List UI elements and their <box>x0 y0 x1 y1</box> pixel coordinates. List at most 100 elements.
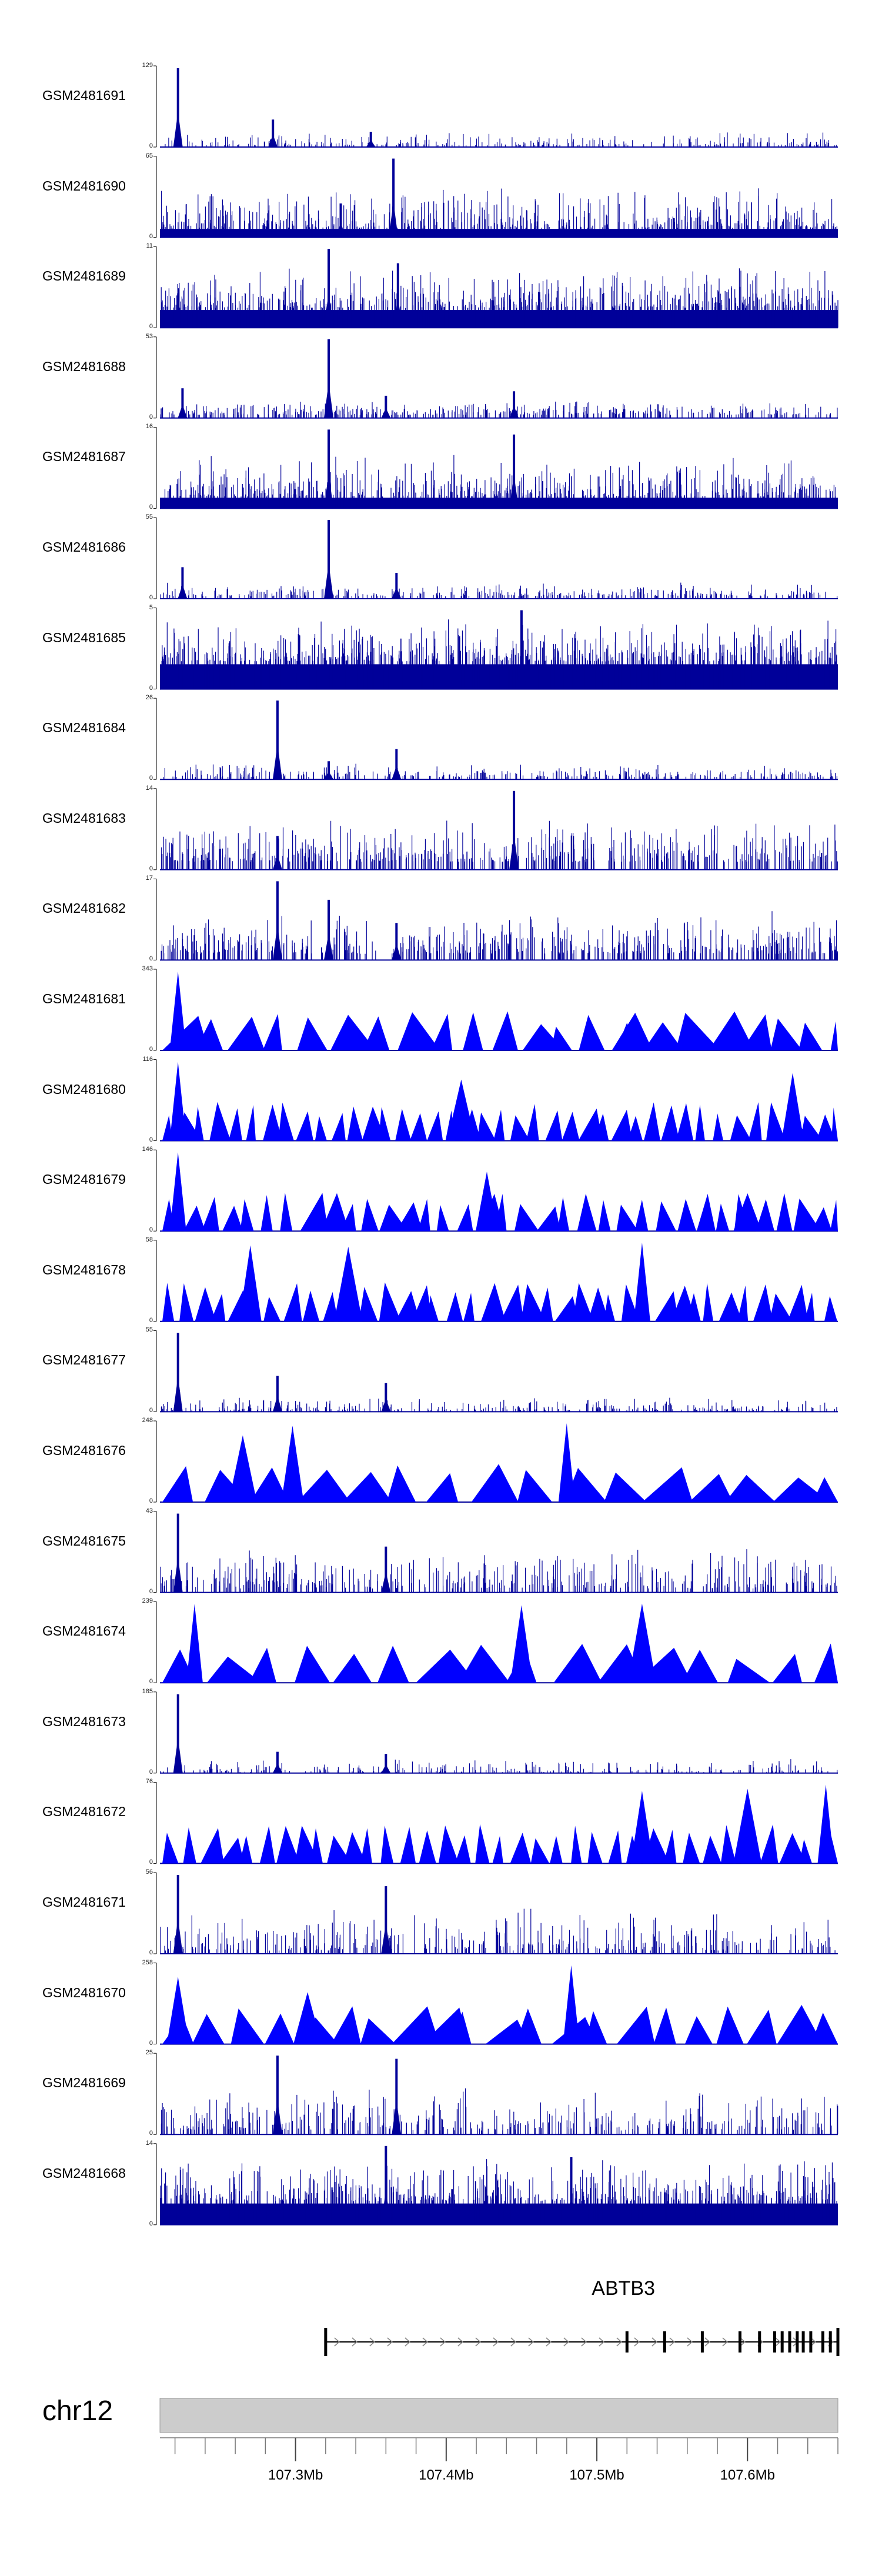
gene-name-label: ABTB3 <box>592 2277 655 2300</box>
signal-peak <box>328 249 330 328</box>
strand-arrow-icon <box>510 2337 516 2347</box>
signal-bars <box>160 1908 836 1954</box>
signal-peak <box>385 2145 387 2225</box>
track-name-label: GSM2481672 <box>42 1804 126 1820</box>
signal-peak <box>166 1977 189 2044</box>
track-GSM2481676 <box>153 1420 838 1503</box>
signal-area <box>162 1102 838 1141</box>
signal-peak-shoulder <box>389 202 399 238</box>
signal-peak <box>395 573 398 599</box>
strand-arrow-icon <box>599 2337 604 2347</box>
signal-bars <box>161 188 837 238</box>
signal-peak <box>513 790 516 870</box>
strand-arrow-icon <box>775 2337 781 2347</box>
signal-peak <box>385 1886 387 1954</box>
signal-bars <box>160 1759 838 1773</box>
track-GSM2481671 <box>153 1872 838 1954</box>
signal-peak <box>369 132 372 147</box>
track-GSM2481686 <box>153 517 838 599</box>
signal-peak <box>447 1079 476 1141</box>
signal-peak <box>513 434 516 509</box>
signal-peak <box>476 1172 498 1232</box>
signal-peak-shoulder <box>392 943 402 960</box>
signal-peak-shoulder <box>336 222 346 238</box>
track-GSM2481677 <box>153 1330 838 1413</box>
track-GSM2481672 <box>153 1781 838 1864</box>
track-GSM2481683 <box>153 788 838 870</box>
signal-peak <box>339 203 342 238</box>
track-ymin-label: 0 <box>149 1949 153 1956</box>
signal-peak <box>176 68 179 147</box>
gene-exon <box>773 2331 776 2353</box>
gene-exon <box>700 2331 704 2353</box>
strand-arrow-icon <box>581 2337 587 2347</box>
signal-peak <box>276 1376 279 1412</box>
signal-bars <box>161 2088 838 2135</box>
track-name-label: GSM2481676 <box>42 1443 126 1458</box>
signal-bars <box>161 911 838 960</box>
track-GSM2481682 <box>153 878 838 961</box>
strand-arrow-icon <box>352 2337 358 2347</box>
track-name-label: GSM2481680 <box>42 1081 126 1097</box>
signal-peak-shoulder <box>566 2194 576 2225</box>
signal-peak-shoulder <box>272 2098 282 2135</box>
track-ymin-label: 0 <box>149 1407 153 1414</box>
signal-peak <box>181 567 184 599</box>
track-ymax-label: 185 <box>142 1687 153 1695</box>
signal-bars <box>160 401 838 418</box>
chromosome-band <box>159 2398 838 2433</box>
signal-bars <box>165 132 837 147</box>
track-ymin-label: 0 <box>149 955 153 963</box>
track-name-label: GSM2481670 <box>42 1984 126 2000</box>
track-ymin-label: 0 <box>149 142 153 149</box>
signal-peak <box>176 1875 179 1954</box>
track-name-label: GSM2481687 <box>42 449 126 465</box>
signal-peak <box>328 899 330 960</box>
gene-exon <box>625 2331 629 2353</box>
track-ymin-label: 0 <box>149 2130 153 2137</box>
signal-peak-shoulder <box>509 475 519 509</box>
signal-peak-shoulder <box>324 771 333 780</box>
signal-peak <box>563 1965 580 2044</box>
track-GSM2481675 <box>153 1511 838 1593</box>
track-ymax-label: 343 <box>142 965 153 972</box>
track-name-label: GSM2481690 <box>42 178 126 193</box>
signal-peak <box>169 1062 186 1141</box>
signal-peak <box>169 1152 186 1232</box>
signal-peak <box>817 1784 834 1864</box>
track-ymin-label: 0 <box>149 2039 153 2047</box>
signal-peak <box>513 391 516 418</box>
strand-arrow-icon <box>334 2337 340 2347</box>
track-ymax-label: 65 <box>145 152 153 159</box>
signal-peak <box>276 700 279 780</box>
track-ymax-label: 56 <box>145 1868 153 1876</box>
track-ymax-label: 239 <box>142 1597 153 1605</box>
signal-peak <box>176 1333 179 1412</box>
track-ymax-label: 5 <box>149 603 153 611</box>
signal-peak <box>385 1383 387 1412</box>
signal-peak <box>228 1435 257 1502</box>
signal-bars <box>161 1397 837 1412</box>
track-name-label: GSM2481678 <box>42 1262 126 1277</box>
signal-peak-shoulder <box>173 111 183 147</box>
signal-peak-shoulder <box>272 855 282 870</box>
track-name-label: GSM2481689 <box>42 268 126 284</box>
signal-peak <box>385 1754 387 1773</box>
strand-arrow-icon <box>810 2337 816 2347</box>
signal-bars <box>161 820 838 870</box>
strand-arrow-icon <box>740 2337 746 2347</box>
signal-peak-shoulder <box>178 584 188 599</box>
gene-exon <box>801 2331 805 2353</box>
track-name-label: GSM2481674 <box>42 1623 126 1639</box>
signal-peak-shoulder <box>392 2100 402 2135</box>
signal-peak-shoulder <box>324 563 333 599</box>
strand-arrow-icon <box>405 2337 410 2347</box>
track-ymin-label: 0 <box>149 413 153 421</box>
axis-tick-label: 107.3Mb <box>268 2467 323 2483</box>
signal-peak-shoulder <box>173 1557 183 1593</box>
track-ymin-label: 0 <box>149 775 153 782</box>
track-ymax-label: 55 <box>145 513 153 520</box>
track-ymax-label: 17 <box>145 875 153 882</box>
track-ymin-label: 0 <box>149 1046 153 1053</box>
